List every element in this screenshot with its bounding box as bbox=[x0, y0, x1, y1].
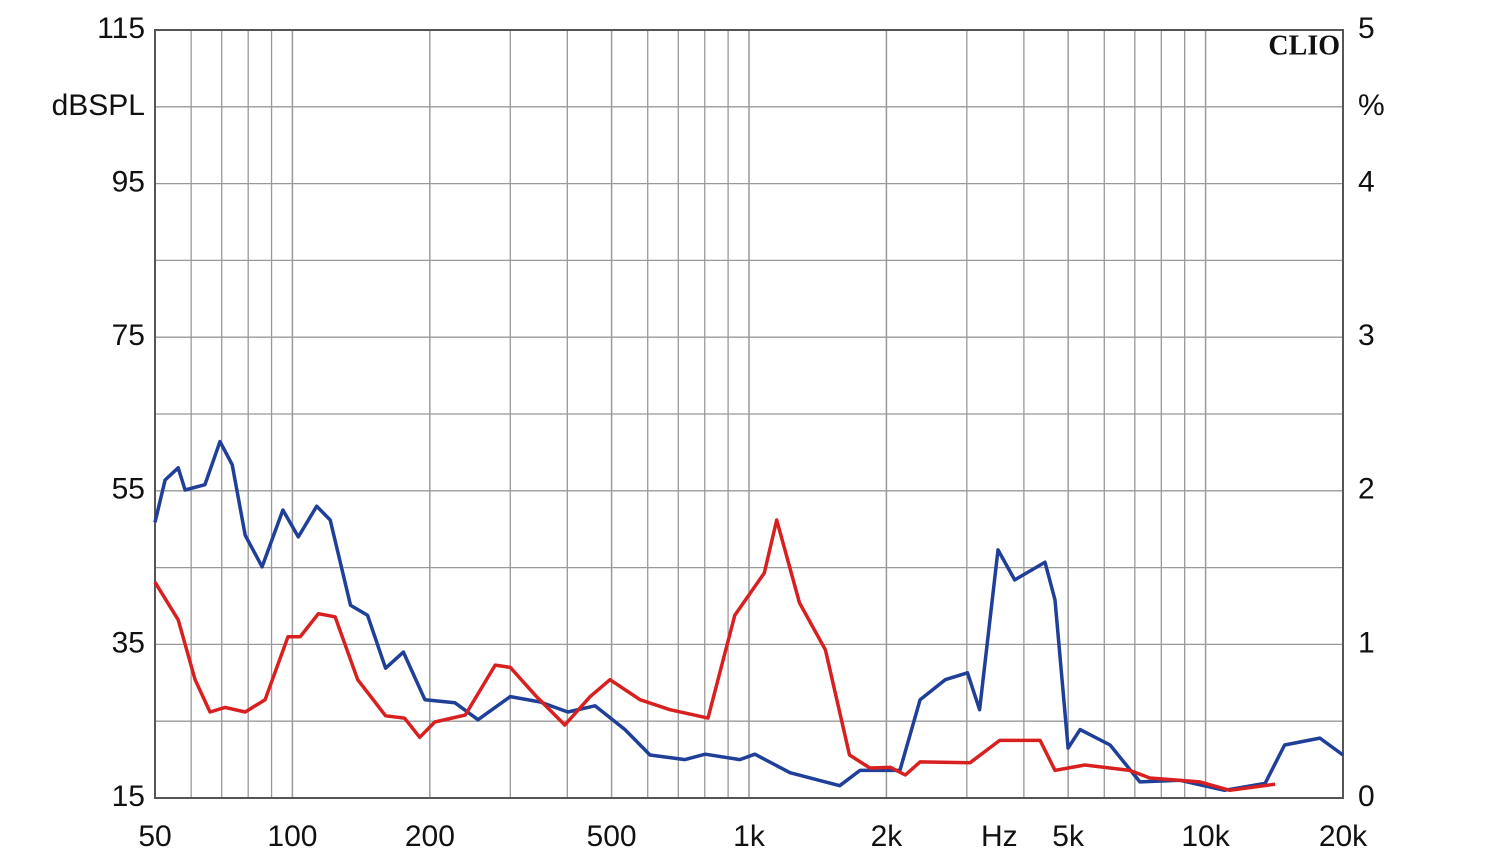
y2-tick-label: 5 bbox=[1358, 12, 1375, 45]
y-tick-label: 75 bbox=[112, 319, 145, 352]
y-tick-label: 55 bbox=[112, 473, 145, 506]
y-tick-label: 15 bbox=[112, 780, 145, 813]
y-tick-label: 35 bbox=[112, 626, 145, 659]
x-tick-label: 2k bbox=[871, 820, 904, 853]
x-axis-label: Hz bbox=[981, 820, 1018, 853]
x-tick-label: 50 bbox=[138, 820, 171, 853]
x-tick-label: 200 bbox=[405, 820, 455, 853]
x-tick-label: 20k bbox=[1319, 820, 1368, 853]
brand: CLIO bbox=[1268, 30, 1340, 61]
x-tick-label: 1k bbox=[733, 820, 766, 853]
x-tick-label: 500 bbox=[587, 820, 637, 853]
y-tick-label: 115 bbox=[97, 12, 145, 45]
line-series bbox=[153, 518, 1276, 793]
y2-tick-label: 2 bbox=[1358, 473, 1375, 506]
line-series bbox=[153, 439, 1345, 793]
x-tick-label: 5k bbox=[1052, 820, 1085, 853]
y2-tick-label: 4 bbox=[1358, 166, 1375, 199]
y-tick-label: 95 bbox=[112, 166, 145, 199]
y-axis-label: dBSPL bbox=[52, 89, 145, 122]
x-tick-label: 10k bbox=[1181, 820, 1230, 853]
y2-tick-label: 3 bbox=[1358, 319, 1375, 352]
y2-tick-label: 1 bbox=[1358, 626, 1375, 659]
plot-frame bbox=[154, 29, 1344, 799]
y2-tick-label: 0 bbox=[1358, 780, 1375, 813]
y2-axis-label: % bbox=[1358, 89, 1385, 122]
x-tick-label: 100 bbox=[267, 820, 317, 853]
